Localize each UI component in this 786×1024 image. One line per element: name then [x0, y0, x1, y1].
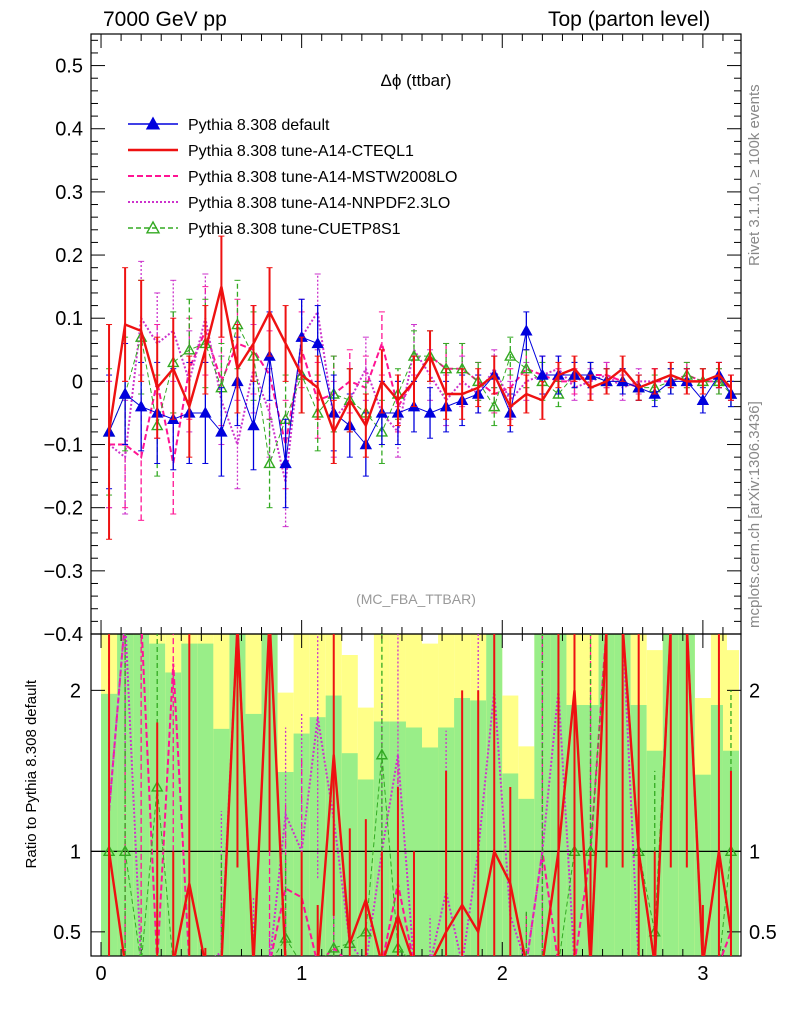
ratio-y-tick-label: 1: [70, 841, 81, 863]
y-tick-label: 0.2: [55, 245, 83, 267]
series-1: [106, 235, 734, 540]
y-tick-label: 0: [72, 371, 83, 393]
data-point: [520, 324, 533, 336]
legend-marker: [145, 116, 161, 130]
legend-label: Pythia 8.308 tune-CUETP8S1: [188, 221, 401, 238]
ratio-y-tick-label-right: 2: [749, 680, 760, 702]
mcplots-label: mcplots.cern.ch [arXiv:1306.3436]: [746, 401, 763, 628]
ratio-bands: [101, 634, 739, 956]
data-point: [520, 362, 533, 374]
data-point: [311, 337, 324, 349]
y-tick-label: 0.1: [55, 308, 83, 330]
legend-label: Pythia 8.308 tune-A14-MSTW2008LO: [188, 169, 457, 186]
ratio-y-tick-label: 0.5: [53, 922, 81, 944]
data-point: [279, 457, 292, 469]
data-point: [215, 425, 228, 437]
data-point: [504, 349, 517, 361]
series-line: [109, 327, 732, 464]
ratio-band-green: [405, 727, 423, 956]
ratio-band-green: [694, 774, 711, 956]
series-line: [107, 286, 732, 435]
ratio-band-green: [197, 643, 214, 956]
x-tick-label: 0: [95, 963, 106, 985]
legend-label: Pythia 8.308 tune-A14-NNPDF2.3LO: [188, 195, 450, 212]
header-right: Top (parton level): [548, 8, 711, 31]
data-point: [536, 368, 549, 380]
x-tick-label: 3: [697, 963, 708, 985]
data-point: [247, 419, 260, 431]
legend-label: Pythia 8.308 default: [188, 117, 330, 134]
ratio-y-tick-label-right: 1: [749, 841, 760, 863]
x-tick-label: 1: [296, 963, 307, 985]
data-point: [199, 406, 212, 418]
ratio-line: [107, 634, 733, 956]
series-2: [106, 286, 734, 521]
legend: Pythia 8.308 default Pythia 8.308 tune-A1…: [128, 116, 457, 238]
data-point: [134, 400, 148, 412]
chart-watermark: (MC_FBA_TTBAR): [356, 591, 476, 607]
chart-title: Δϕ (ttbar): [381, 71, 452, 90]
ratio-series-1: [107, 634, 733, 956]
series-0: [102, 298, 738, 509]
data-point: [118, 387, 132, 399]
legend-marker: [145, 220, 161, 234]
rivet-label: Rivet 3.1.10, ≥ 100k events: [746, 84, 763, 266]
y-tick-label: 0.4: [55, 119, 83, 141]
data-point: [263, 457, 276, 469]
data-point: [183, 343, 196, 355]
header-left: 7000 GeV pp: [103, 8, 227, 31]
data-point: [423, 406, 437, 418]
data-point: [696, 393, 710, 406]
ratio-frame: [90, 633, 742, 957]
ratio-series-group: [102, 634, 738, 956]
ratio-data-point: [118, 844, 132, 857]
x-tick-label: 2: [497, 963, 508, 985]
y-tick-label: −0.4: [44, 624, 83, 646]
series-line: [108, 328, 732, 464]
ratio-data-point: [375, 748, 389, 760]
y-tick-label: −0.2: [44, 498, 83, 520]
y-tick-label: −0.1: [44, 435, 83, 457]
legend-label: Pythia 8.308 tune-A14-CTEQL1: [188, 143, 414, 160]
main-series-group: [102, 235, 738, 540]
ratio-y-tick-label-right: 0.5: [749, 922, 777, 944]
ratio-band-green: [518, 798, 535, 956]
ratio-data-point: [327, 941, 340, 953]
series-3: [106, 260, 734, 528]
y-tick-label: −0.3: [44, 561, 83, 583]
ratio-y-label: Ratio to Pythia 8.308 default: [23, 679, 40, 868]
y-tick-label: 0.5: [55, 56, 83, 78]
data-point: [488, 400, 501, 412]
y-tick-label: 0.3: [55, 182, 83, 204]
ratio-y-tick-label: 2: [70, 680, 81, 702]
